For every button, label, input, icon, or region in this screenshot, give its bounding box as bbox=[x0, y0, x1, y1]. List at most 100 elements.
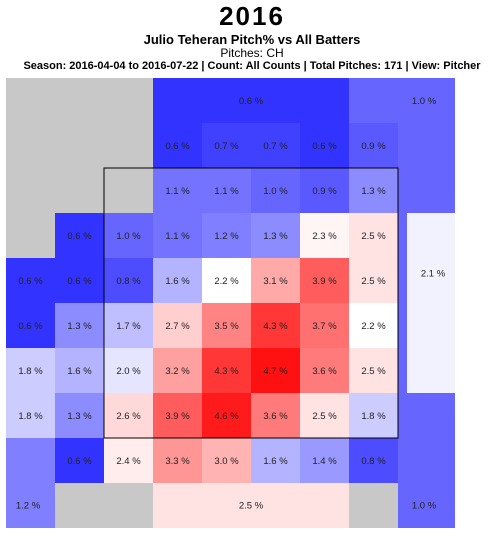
heatmap-cell-label: 3.0 % bbox=[214, 456, 239, 467]
heatmap-cell-label: 4.6 % bbox=[214, 411, 239, 422]
heatmap-cell bbox=[251, 303, 300, 348]
heatmap-cell bbox=[300, 348, 349, 393]
heatmap-cell bbox=[349, 303, 398, 348]
strike-zone-box bbox=[103, 167, 399, 439]
heatmap-cell-label: 0.6 % bbox=[67, 456, 92, 467]
heatmap-cell-label: 1.4 % bbox=[312, 456, 337, 467]
heatmap-cell-label: 1.3 % bbox=[361, 186, 386, 197]
heatmap-cell bbox=[202, 393, 251, 438]
heatmap-cell-label: 3.5 % bbox=[214, 321, 239, 332]
heatmap-cell bbox=[251, 438, 300, 483]
heatmap-cell bbox=[300, 258, 349, 303]
heatmap-cell bbox=[153, 123, 202, 168]
heatmap-cell-label: 1.8 % bbox=[18, 411, 43, 422]
heatmap-cell bbox=[349, 123, 398, 168]
heatmap-cell-label: 3.9 % bbox=[312, 276, 337, 287]
heatmap-cell-label: 2.2 % bbox=[361, 321, 386, 332]
heatmap-cell-label: 0.6 % bbox=[67, 231, 92, 242]
heatmap-cell-label: 1.2 % bbox=[214, 231, 239, 242]
heatmap-cell bbox=[349, 393, 398, 438]
heatmap-cell bbox=[300, 438, 349, 483]
heatmap-cell bbox=[202, 258, 251, 303]
outer-zone-label: 1.2 % bbox=[16, 501, 41, 512]
heatmap-cell-label: 3.2 % bbox=[165, 366, 190, 377]
chart-info-line: Season: 2016-04-04 to 2016-07-22 | Count… bbox=[23, 60, 481, 72]
heatmap-cell-label: 1.1 % bbox=[165, 231, 190, 242]
chart-year: 2016 bbox=[219, 1, 285, 31]
heatmap-cell-label: 4.3 % bbox=[263, 321, 288, 332]
heatmap-cell-label: 0.6 % bbox=[18, 321, 43, 332]
heatmap-cell bbox=[55, 213, 104, 258]
heatmap-cell bbox=[202, 123, 251, 168]
heatmap-cell bbox=[55, 438, 104, 483]
heatmap-cell bbox=[300, 168, 349, 213]
outer-zone-right bbox=[407, 213, 455, 393]
heatmap-cell-label: 0.6 % bbox=[67, 276, 92, 287]
heatmap-cell bbox=[153, 258, 202, 303]
heatmap-cell bbox=[349, 348, 398, 393]
heatmap-cell-label: 2.2 % bbox=[214, 276, 239, 287]
heatmap-cell-label: 0.8 % bbox=[361, 456, 386, 467]
heatmap-cell bbox=[251, 393, 300, 438]
heatmap-cell bbox=[300, 393, 349, 438]
heatmap-cell bbox=[251, 348, 300, 393]
heatmap-cell bbox=[251, 258, 300, 303]
outer-zone-label: 1.0 % bbox=[412, 96, 437, 107]
heatmap-cell bbox=[202, 213, 251, 258]
heatmap-cell bbox=[349, 213, 398, 258]
outer-zone-bottom bbox=[153, 483, 349, 528]
heatmap-cell-label: 4.3 % bbox=[214, 366, 239, 377]
heatmap-cell-label: 1.3 % bbox=[263, 231, 288, 242]
heatmap-cell-label: 2.4 % bbox=[116, 456, 141, 467]
heatmap-cell bbox=[6, 393, 55, 438]
heatmap-cell bbox=[251, 168, 300, 213]
heatmap-cell bbox=[104, 438, 153, 483]
heatmap-cell-label: 3.9 % bbox=[165, 411, 190, 422]
heatmap-cell-label: 0.9 % bbox=[361, 141, 386, 152]
outer-zone-label: 0.6 % bbox=[239, 96, 264, 107]
heatmap-cell bbox=[349, 168, 398, 213]
heatmap-cell-label: 2.5 % bbox=[312, 411, 337, 422]
heatmap-cell-label: 0.6 % bbox=[18, 276, 43, 287]
heatmap-cell-label: 2.7 % bbox=[165, 321, 190, 332]
heatmap-cell bbox=[251, 213, 300, 258]
outer-zone-top bbox=[153, 78, 349, 123]
heatmap-cell-label: 3.1 % bbox=[263, 276, 288, 287]
heatmap-cell-label: 1.1 % bbox=[214, 186, 239, 197]
heatmap-cell bbox=[104, 393, 153, 438]
heatmap-cell bbox=[202, 303, 251, 348]
heatmap-cell bbox=[251, 123, 300, 168]
heatmap-cell bbox=[55, 258, 104, 303]
chart-title: Julio Teheran Pitch% vs All Batters bbox=[143, 32, 361, 47]
heatmap-cell bbox=[55, 303, 104, 348]
heatmap-cell-label: 3.6 % bbox=[312, 366, 337, 377]
heatmap-cell-label: 0.8 % bbox=[116, 276, 141, 287]
outer-zone-label: 1.0 % bbox=[412, 501, 437, 512]
heatmap-cell-label: 0.7 % bbox=[263, 141, 288, 152]
heatmap-cell bbox=[202, 348, 251, 393]
heatmap-cell bbox=[349, 438, 398, 483]
chart-subtitle: Pitches: CH bbox=[220, 46, 284, 60]
heatmap-cell-label: 3.6 % bbox=[263, 411, 288, 422]
heatmap-cell-label: 1.3 % bbox=[67, 411, 92, 422]
heatmap-cell bbox=[153, 303, 202, 348]
heatmap-cell bbox=[153, 348, 202, 393]
heatmap-cell bbox=[55, 393, 104, 438]
heatmap-cell-label: 0.6 % bbox=[312, 141, 337, 152]
heatmap-cell bbox=[202, 168, 251, 213]
heatmap-cell bbox=[300, 123, 349, 168]
heatmap-cell bbox=[55, 348, 104, 393]
outer-zone-bottom-right bbox=[398, 393, 455, 528]
heatmap-cell-label: 2.5 % bbox=[361, 366, 386, 377]
heatmap-cell-label: 1.3 % bbox=[67, 321, 92, 332]
heatmap-cell-label: 4.7 % bbox=[263, 366, 288, 377]
heatmap-cell-label: 1.1 % bbox=[165, 186, 190, 197]
heatmap-cell-label: 2.0 % bbox=[116, 366, 141, 377]
heatmap-cell-label: 1.7 % bbox=[116, 321, 141, 332]
heatmap-cell-label: 1.6 % bbox=[67, 366, 92, 377]
heatmap-cell bbox=[6, 258, 55, 303]
heatmap-cell-label: 0.9 % bbox=[312, 186, 337, 197]
heatmap-cell bbox=[153, 213, 202, 258]
heatmap-cell bbox=[349, 258, 398, 303]
